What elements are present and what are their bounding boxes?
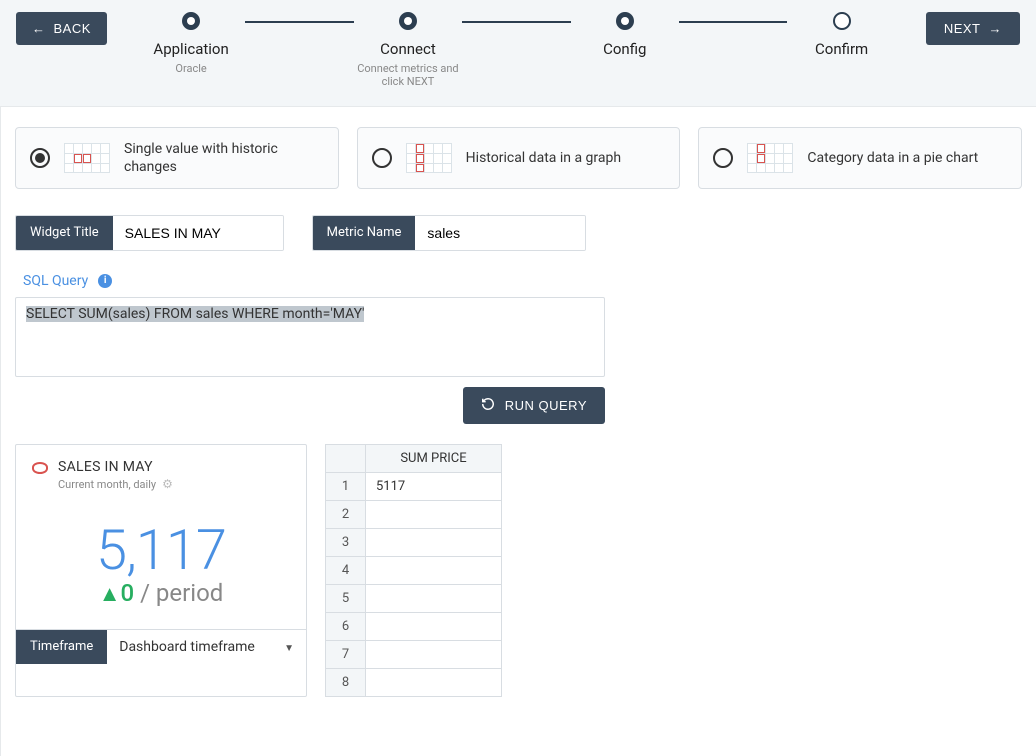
form-row: Widget Title Metric Name (15, 215, 1022, 251)
step-label: Connect (380, 40, 436, 58)
step-circle-icon (399, 12, 417, 30)
result-table: SUM PRICE 15117 2 3 4 5 6 7 8 (325, 444, 502, 697)
step-connector (679, 21, 787, 23)
cell-value (366, 529, 502, 557)
option-label: Historical data in a graph (466, 149, 621, 167)
table-row: 7 (326, 641, 502, 669)
table-row: 15117 (326, 473, 502, 501)
cell-value (366, 585, 502, 613)
timeframe-dropdown[interactable]: Dashboard timeframe (107, 630, 306, 664)
delta-suffix: / period (134, 579, 223, 607)
step-sublabel: Connect metrics and click NEXT (354, 62, 462, 88)
step-connector (462, 21, 570, 23)
rownum-header (326, 445, 366, 473)
cell-value (366, 641, 502, 669)
step-label: Application (153, 40, 228, 58)
cell-value (366, 557, 502, 585)
next-label: NEXT (944, 21, 981, 36)
table-row: 6 (326, 613, 502, 641)
preview-subtitle: Current month, daily ⚙ (58, 477, 173, 491)
step-label: Config (603, 40, 646, 58)
step-config[interactable]: Config (571, 12, 679, 62)
table-row: 8 (326, 669, 502, 697)
pie-icon (747, 141, 793, 175)
table-row: 2 (326, 501, 502, 529)
stepper: Application Oracle Connect Connect metri… (107, 12, 926, 88)
row-number: 4 (326, 557, 366, 585)
sql-query-label: SQL Query i (23, 273, 1022, 289)
row-number: 3 (326, 529, 366, 557)
option-label: Category data in a pie chart (807, 149, 978, 167)
option-single-value[interactable]: Single value with historic changes (15, 127, 339, 189)
run-label: RUN QUERY (505, 398, 587, 413)
cell-value (366, 501, 502, 529)
row-number: 8 (326, 669, 366, 697)
graph-icon (406, 141, 452, 175)
step-connector (245, 21, 353, 23)
next-button[interactable]: NEXT (926, 12, 1020, 45)
radio-icon (30, 148, 50, 168)
back-label: BACK (54, 21, 91, 36)
delta-value: 0 (120, 579, 134, 607)
cell-value: 5117 (366, 473, 502, 501)
sql-label-text: SQL Query (23, 273, 88, 289)
widget-title-input[interactable] (113, 216, 283, 250)
row-number: 7 (326, 641, 366, 669)
timeframe-label: Timeframe (16, 630, 107, 664)
run-query-button[interactable]: RUN QUERY (463, 387, 605, 424)
header-bar: BACK Application Oracle Connect Connect … (0, 0, 1036, 88)
widget-title-label: Widget Title (16, 216, 113, 250)
row-number: 1 (326, 473, 366, 501)
row-number: 6 (326, 613, 366, 641)
timeframe-selector: Timeframe Dashboard timeframe (16, 629, 306, 664)
step-sublabel: Oracle (175, 62, 206, 75)
table-row: 4 (326, 557, 502, 585)
row-number: 2 (326, 501, 366, 529)
option-pie-chart[interactable]: Category data in a pie chart (698, 127, 1022, 189)
preview-delta: ▲0 / period (16, 579, 306, 607)
info-icon[interactable]: i (98, 274, 112, 288)
widget-type-options: Single value with historic changes Histo… (15, 127, 1022, 189)
step-confirm[interactable]: Confirm (787, 12, 895, 62)
result-table-body: 15117 2 3 4 5 6 7 8 (326, 473, 502, 697)
oracle-icon (32, 462, 48, 474)
arrow-left-icon (32, 21, 46, 36)
table-row: 3 (326, 529, 502, 557)
preview-value: 5,117 (16, 517, 306, 583)
main-content: Single value with historic changes Histo… (0, 106, 1036, 756)
arrow-right-icon (989, 21, 1003, 36)
radio-icon (372, 148, 392, 168)
single-value-icon (64, 141, 110, 175)
metric-name-input[interactable] (415, 216, 585, 250)
widget-preview: SALES IN MAY Current month, daily ⚙ 5,11… (15, 444, 307, 697)
refresh-icon (481, 397, 495, 414)
widget-title-field: Widget Title (15, 215, 284, 251)
option-label: Single value with historic changes (124, 140, 324, 176)
metric-name-label: Metric Name (313, 216, 416, 250)
step-application[interactable]: Application Oracle (137, 12, 245, 75)
preview-subtitle-text: Current month, daily (58, 478, 156, 491)
timeframe-value: Dashboard timeframe (119, 639, 255, 655)
step-circle-icon (833, 12, 851, 30)
gear-icon[interactable]: ⚙ (162, 477, 173, 491)
triangle-up-icon: ▲ (99, 582, 121, 607)
chevron-down-icon (284, 639, 294, 655)
metric-name-field: Metric Name (312, 215, 587, 251)
row-number: 5 (326, 585, 366, 613)
table-row: 5 (326, 585, 502, 613)
cell-value (366, 669, 502, 697)
column-header: SUM PRICE (366, 445, 502, 473)
step-circle-icon (182, 12, 200, 30)
sql-query-input[interactable]: SELECT SUM(sales) FROM sales WHERE month… (15, 297, 605, 377)
results-row: SALES IN MAY Current month, daily ⚙ 5,11… (15, 444, 1022, 697)
sql-query-text: SELECT SUM(sales) FROM sales WHERE month… (26, 306, 364, 322)
option-historical-graph[interactable]: Historical data in a graph (357, 127, 681, 189)
step-circle-icon (616, 12, 634, 30)
preview-title: SALES IN MAY (58, 459, 173, 475)
cell-value (366, 613, 502, 641)
step-label: Confirm (815, 40, 868, 58)
step-connect[interactable]: Connect Connect metrics and click NEXT (354, 12, 462, 88)
radio-icon (713, 148, 733, 168)
back-button[interactable]: BACK (16, 12, 107, 45)
